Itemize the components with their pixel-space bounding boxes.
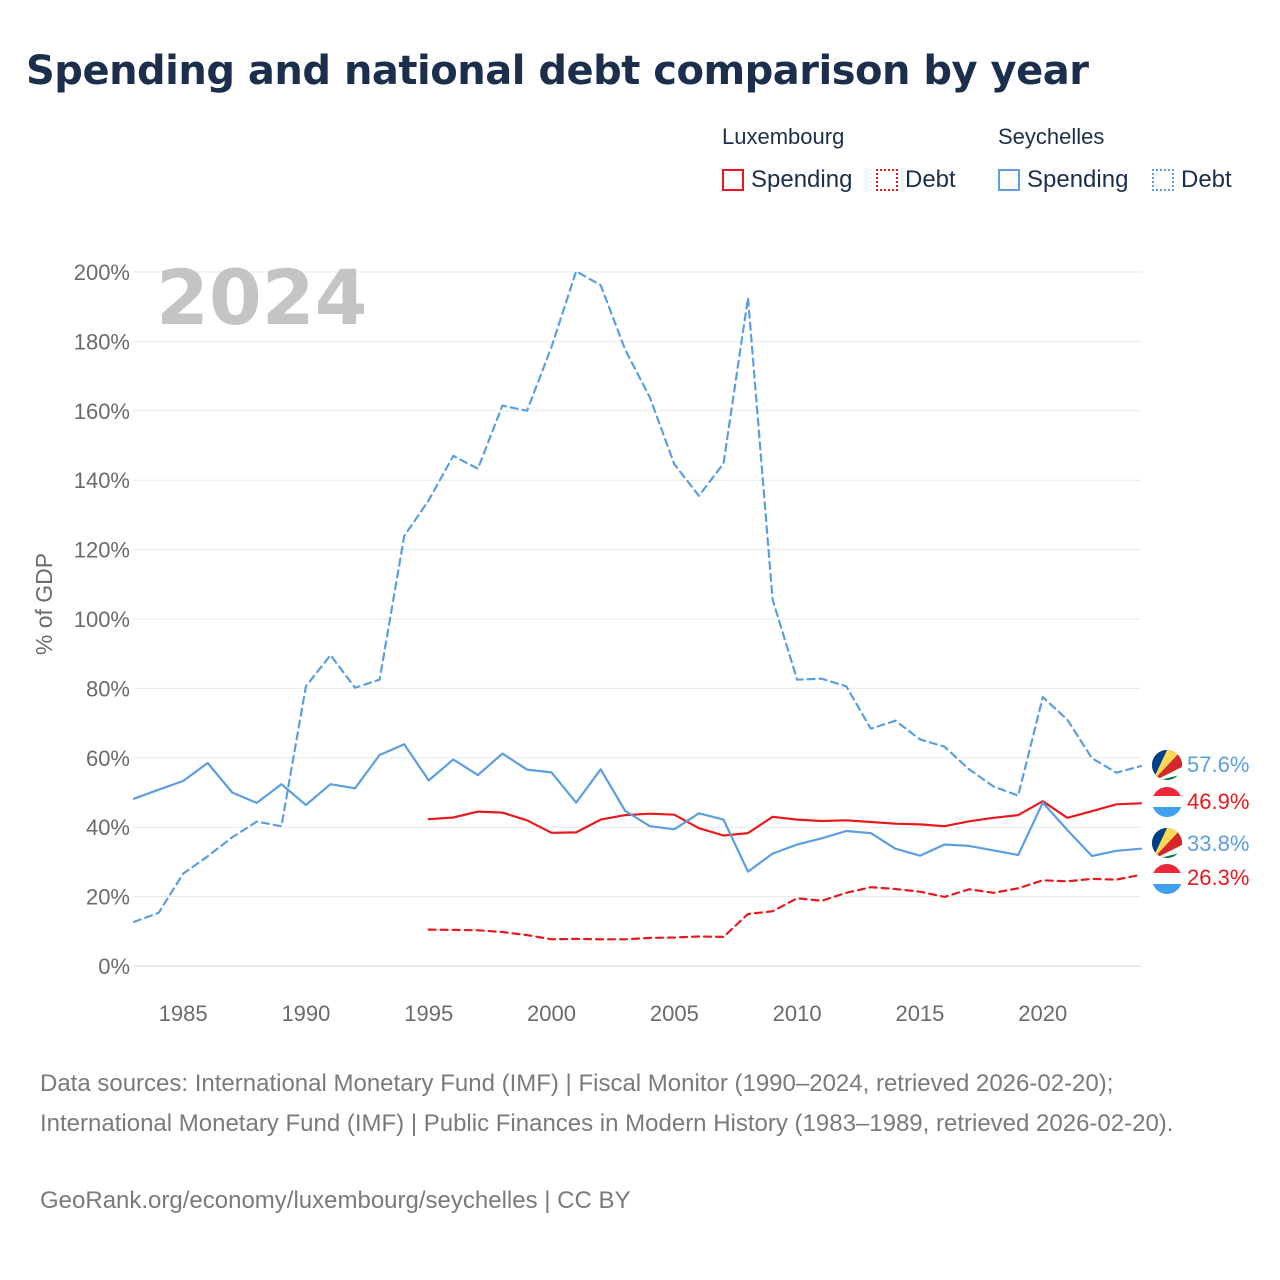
year-watermark: 2024 — [156, 253, 368, 342]
x-tick-label: 2005 — [650, 1001, 699, 1026]
dotted-line-swatch-icon — [876, 169, 898, 191]
series-line-luxembourg-debt — [427, 873, 1143, 941]
y-axis-label: % of GDP — [31, 553, 57, 655]
y-tick-label: 20% — [86, 885, 130, 910]
data-sources: Data sources: International Monetary Fun… — [40, 1070, 1174, 1137]
legend-luxembourg-debt[interactable]: Debt — [876, 166, 956, 194]
series-line-seychelles-debt — [132, 270, 1143, 924]
legend-luxembourg-debt-label: Debt — [905, 166, 956, 193]
solid-line-swatch-icon — [722, 169, 744, 191]
legend-seychelles-spending[interactable]: Spending — [998, 166, 1128, 194]
series-line-luxembourg-spending — [427, 800, 1143, 837]
y-tick-label: 0% — [98, 954, 130, 979]
y-tick-label: 180% — [74, 329, 130, 354]
end-label-luxembourg-spending: 46.9% — [1187, 789, 1249, 814]
credit-link[interactable]: GeoRank.org/economy/luxembourg/seychelle… — [40, 1187, 631, 1214]
x-axis-ticks: 1985 1990 1995 2000 2005 2010 2015 2020 — [159, 1001, 1068, 1026]
y-tick-label: 200% — [74, 260, 130, 285]
x-tick-label: 2015 — [895, 1001, 944, 1026]
legend-luxembourg-spending-label: Spending — [751, 166, 853, 193]
x-tick-label: 1990 — [281, 1001, 330, 1026]
legend-luxembourg-label: Luxembourg — [722, 124, 845, 149]
series-lines — [132, 270, 1143, 941]
x-tick-label: 2020 — [1018, 1001, 1067, 1026]
gridlines — [134, 271, 1141, 967]
y-tick-label: 140% — [74, 468, 130, 493]
x-tick-label: 1985 — [159, 1001, 208, 1026]
dotted-line-swatch-icon — [1152, 169, 1174, 191]
luxembourg-flag-icon — [1152, 787, 1182, 817]
legend-seychelles-debt[interactable]: Debt — [1152, 166, 1232, 194]
legend-seychelles-label: Seychelles — [998, 124, 1105, 149]
x-tick-label: 1995 — [404, 1001, 453, 1026]
legend-seychelles-debt-label: Debt — [1181, 166, 1232, 193]
y-tick-label: 100% — [74, 607, 130, 632]
end-label-seychelles-debt: 57.6% — [1187, 752, 1249, 777]
legend-luxembourg-spending[interactable]: Spending — [722, 166, 852, 194]
line-chart: 0% 20% 40% 60% 80% 100% 120% 140% 160% 180% 200% 1… — [31, 253, 1249, 1026]
seychelles-flag-icon — [1152, 750, 1182, 780]
seychelles-flag-icon — [1152, 828, 1182, 858]
y-axis-ticks: 0% 20% 40% 60% 80% 100% 120% 140% 160% 180% 200% — [74, 260, 130, 979]
series-line-seychelles-spending — [132, 743, 1143, 873]
y-tick-label: 40% — [86, 815, 130, 840]
y-tick-label: 160% — [74, 399, 130, 424]
solid-line-swatch-icon — [998, 169, 1020, 191]
legend-seychelles-spending-label: Spending — [1027, 166, 1129, 193]
y-tick-label: 80% — [86, 676, 130, 701]
end-label-seychelles-spending: 33.8% — [1187, 831, 1249, 856]
luxembourg-flag-icon — [1152, 864, 1182, 894]
x-tick-label: 2010 — [773, 1001, 822, 1026]
end-label-luxembourg-debt: 26.3% — [1187, 865, 1249, 890]
x-tick-label: 2000 — [527, 1001, 576, 1026]
y-tick-label: 120% — [74, 538, 130, 563]
chart-title: Spending and national debt comparison by… — [26, 48, 1089, 94]
y-tick-label: 60% — [86, 746, 130, 771]
